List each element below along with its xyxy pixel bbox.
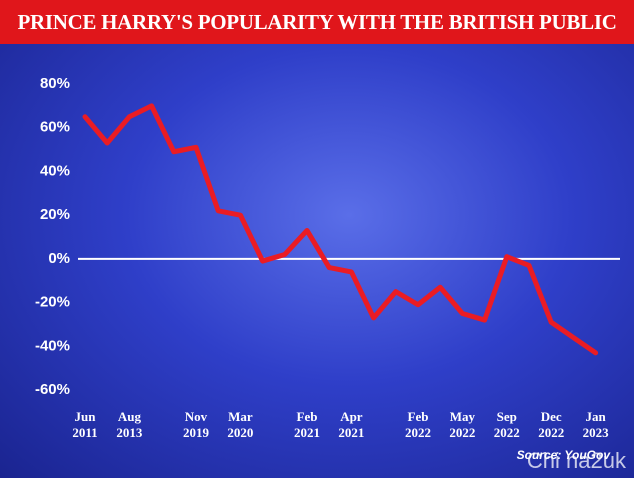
x-tick-label: Feb 2021 — [294, 409, 320, 440]
x-tick-label: Jan 2023 — [582, 409, 609, 440]
watermark: Chi na2uk — [526, 448, 626, 473]
y-tick-label: -60% — [35, 381, 70, 398]
y-tick-label: -40% — [35, 337, 70, 354]
x-tick-label: Nov 2019 — [183, 409, 209, 440]
y-tick-label: 80% — [40, 75, 70, 92]
x-tick-label: Mar 2020 — [227, 409, 254, 440]
y-tick-label: 20% — [40, 206, 70, 223]
x-tick-label: May 2022 — [449, 409, 476, 440]
x-tick-label: Feb 2022 — [405, 409, 431, 440]
data-line — [82, 103, 599, 356]
x-tick-label: Sep 2022 — [493, 409, 520, 440]
chart-title: PRINCE HARRY'S POPULARITY WITH THE BRITI… — [0, 0, 634, 44]
x-tick-label: Aug 2013 — [116, 409, 143, 440]
y-tick-label: 0% — [48, 250, 70, 267]
y-tick-label: 60% — [40, 119, 70, 136]
y-tick-label: -20% — [35, 294, 70, 311]
x-tick-label: Apr 2021 — [338, 409, 365, 440]
y-tick-label: 40% — [40, 162, 70, 179]
x-tick-label: Dec 2022 — [538, 409, 565, 440]
x-tick-label: Jun 2011 — [72, 409, 98, 440]
source: Source: YouGov — [516, 448, 610, 462]
